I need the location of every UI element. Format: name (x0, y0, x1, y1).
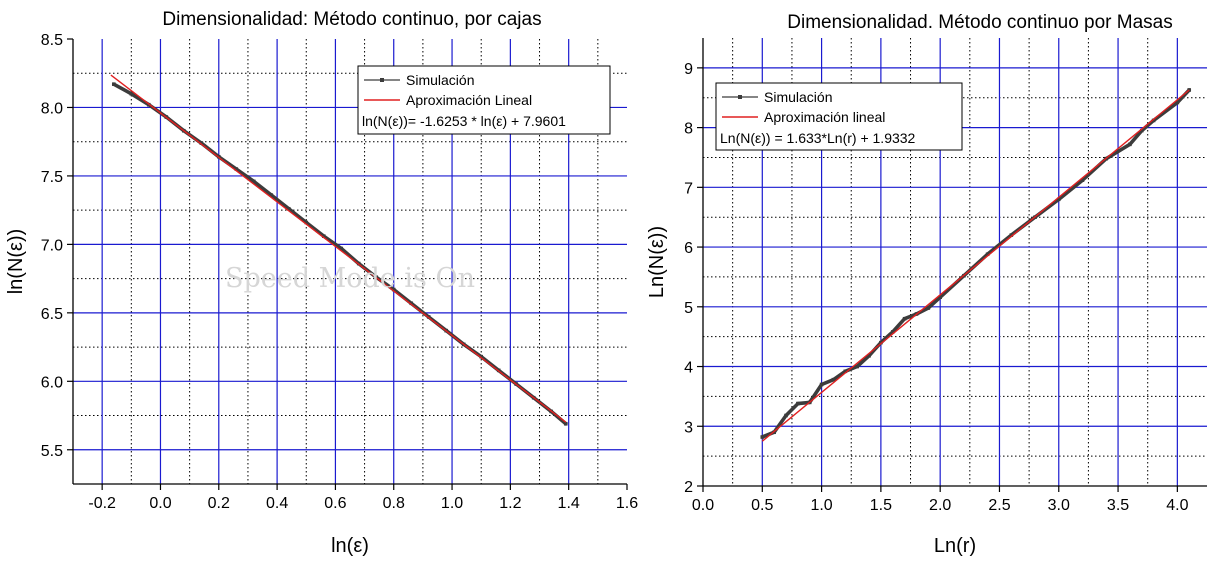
series-simulacion-point (1187, 88, 1192, 92)
y-tick-label: 7.5 (41, 169, 63, 186)
series-simulacion-point (199, 141, 204, 145)
y-tick-label: 9 (684, 61, 693, 78)
legend-simulacion-label: Simulación (764, 89, 832, 105)
y-tick-label: 5.5 (41, 443, 63, 460)
series-simulacion-point (926, 306, 931, 310)
y-axis-label: Ln(N(ε)) (646, 226, 668, 298)
x-tick-label: 3.0 (1048, 497, 1070, 514)
series-simulacion-point (890, 330, 895, 334)
series-simulacion-point (251, 179, 256, 184)
legend-simulacion-marker (380, 78, 384, 82)
x-tick-label: 0.0 (692, 497, 714, 514)
y-tick-label: 8 (684, 121, 693, 138)
x-tick-label: 1.4 (558, 495, 580, 512)
series-simulacion-point (1080, 178, 1085, 182)
chart-title: Dimensionalidad. Método continuo por Mas… (787, 12, 1173, 33)
series-simulacion-point (391, 287, 396, 292)
series-simulacion-point (269, 193, 274, 197)
x-tick-label: 1.2 (499, 495, 521, 512)
series-simulacion-point (1128, 142, 1132, 147)
y-tick-label: 7.0 (41, 237, 63, 254)
x-tick-label: -0.2 (88, 495, 116, 512)
x-tick-label: 2.5 (988, 497, 1010, 514)
chart-title: Dimensionalidad: Método continuo, por ca… (162, 9, 541, 30)
x-tick-label: 2.0 (929, 497, 951, 514)
x-tick-label: 3.5 (1107, 497, 1129, 514)
series-simulacion-point (1175, 100, 1180, 105)
series-simulacion-point (902, 316, 907, 321)
x-tick-label: 1.6 (616, 495, 638, 512)
y-tick-label: 5 (684, 300, 693, 317)
y-tick-label: 8.0 (41, 100, 63, 117)
series-simulacion-line (112, 82, 568, 426)
series-simulacion-point (1009, 233, 1014, 237)
x-tick-label: 1.0 (810, 497, 832, 514)
series-simulacion-point (479, 354, 484, 359)
y-tick-label: 6 (684, 240, 693, 257)
series-simulacion-point (760, 435, 765, 439)
legend-fit-label: Aproximación lineal (764, 109, 885, 125)
x-tick-label: 0.5 (751, 497, 773, 514)
series-simulacion-point (819, 382, 824, 387)
y-tick-label: 2 (684, 479, 693, 496)
series-fit-line (110, 74, 567, 423)
series-simulacion-point (1056, 197, 1061, 202)
x-tick-label: 1.5 (870, 497, 892, 514)
legend-simulacion-marker (738, 95, 742, 99)
series-simulacion-point (855, 364, 859, 369)
x-tick-label: 1.0 (441, 495, 463, 512)
x-tick-label: 4.0 (1166, 497, 1188, 514)
series-simulacion-point (112, 82, 116, 86)
x-tick-label: 0.4 (266, 495, 288, 512)
y-tick-label: 3 (684, 419, 693, 436)
watermark-text: Speed Mode is On (225, 263, 475, 294)
x-tick-label: 0.6 (324, 495, 346, 512)
legend-simulacion-label: Simulación (406, 72, 474, 88)
chart-masses: 0.0 0.5 1.0 1.5 2.0 2.5 3.0 3.5 4.0 2 3 4 5 6 7 8 9 Simul… (646, 12, 1207, 557)
series-simulacion-point (129, 91, 134, 96)
series-simulacion-point (843, 369, 848, 374)
series-simulacion-point (938, 295, 942, 300)
series-simulacion-point (321, 234, 326, 238)
series-simulacion-point (867, 353, 871, 358)
x-tick-label: 0.8 (383, 495, 405, 512)
y-tick-label: 6.0 (41, 374, 63, 391)
chart-boxes: -0.2 0.0 0.2 0.4 0.6 0.8 1.0 1.2 1.4 1.6 5.5 6.0 6.5… (5, 9, 638, 557)
series-simulacion-point (409, 301, 414, 306)
series-simulacion-point (304, 220, 309, 225)
fit-equation-label: Ln(N(ε)) = 1.633*Ln(r) + 1.9332 (720, 130, 916, 146)
y-tick-label: 7 (684, 180, 693, 197)
series-simulacion-point (234, 167, 239, 171)
series-simulacion-point (796, 401, 800, 406)
series-simulacion-point (286, 206, 291, 211)
series-simulacion-point (784, 413, 788, 418)
series-simulacion-point (563, 421, 568, 426)
series-simulacion-point (985, 252, 990, 257)
series-fit-line (761, 89, 1190, 442)
series-simulacion-point (879, 340, 883, 345)
series-simulacion-point (339, 246, 344, 251)
y-tick-label: 8.5 (41, 32, 63, 49)
y-axis-label: ln(N(ε)) (5, 229, 27, 295)
x-axis-label: ln(ε) (331, 535, 369, 557)
legend-fit-label: Aproximación Lineal (406, 92, 532, 108)
fit-equation-label: ln(N(ε))= -1.6253 * ln(ε) + 7.9601 (362, 113, 566, 129)
x-tick-label: 0.2 (208, 495, 230, 512)
y-tick-label: 4 (684, 360, 693, 377)
series-simulacion-line (760, 88, 1191, 439)
x-tick-label: 0.0 (149, 495, 171, 512)
series-simulacion-point (1151, 118, 1156, 123)
x-axis-label: Ln(r) (934, 535, 976, 557)
y-tick-label: 6.5 (41, 306, 63, 323)
series-simulacion-point (1139, 128, 1144, 133)
series-simulacion-point (831, 377, 836, 382)
